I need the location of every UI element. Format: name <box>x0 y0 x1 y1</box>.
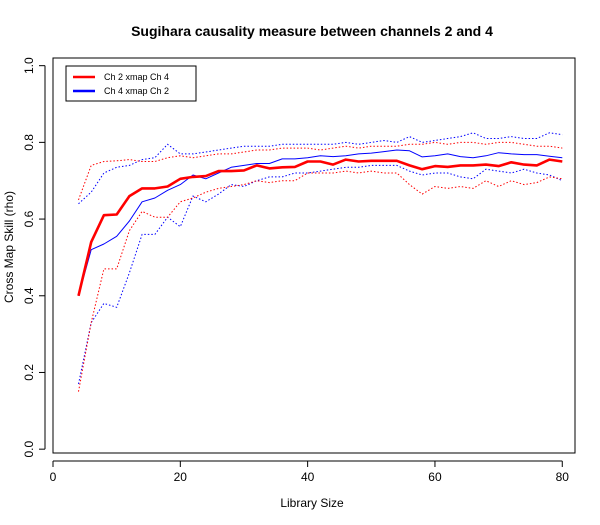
series-2-lower-bound-line <box>78 164 563 385</box>
legend-box <box>65 65 197 102</box>
series-2-line <box>78 149 563 296</box>
legend-label-series-1: Ch 2 xmap Ch 4 <box>104 72 169 82</box>
x-tick-label: 20 <box>174 470 188 484</box>
chart-title: Sugihara causality measure between chann… <box>131 23 493 39</box>
series-layer <box>77 132 563 392</box>
series-1-lower-bound-line <box>78 170 563 392</box>
series-1-line <box>77 158 563 297</box>
x-tick-label: 80 <box>556 470 570 484</box>
y-tick-label: 0.2 <box>22 364 36 381</box>
x-axis-label: Library Size <box>280 496 344 510</box>
plot-area <box>52 57 576 454</box>
legend: Ch 2 xmap Ch 4 Ch 4 xmap Ch 2 <box>65 65 197 102</box>
y-axis: 0.0 0.2 0.4 0.6 0.8 1.0 <box>22 57 46 458</box>
x-tick-label: 60 <box>428 470 442 484</box>
series-1-upper-bound-line <box>78 141 563 201</box>
x-axis: 0 20 40 60 80 <box>50 460 570 484</box>
y-tick-label: 0.4 <box>22 287 36 304</box>
x-tick-label: 40 <box>301 470 315 484</box>
y-axis-label: Cross Map Skill (rho) <box>2 191 16 303</box>
y-tick-label: 0.6 <box>22 210 36 227</box>
y-tick-label: 0.0 <box>22 441 36 458</box>
series-2-upper-bound-line <box>78 132 563 205</box>
legend-label-series-2: Ch 4 xmap Ch 2 <box>104 86 169 96</box>
y-tick-label: 0.8 <box>22 134 36 151</box>
y-tick-label: 1.0 <box>22 57 36 74</box>
x-tick-label: 0 <box>50 470 57 484</box>
